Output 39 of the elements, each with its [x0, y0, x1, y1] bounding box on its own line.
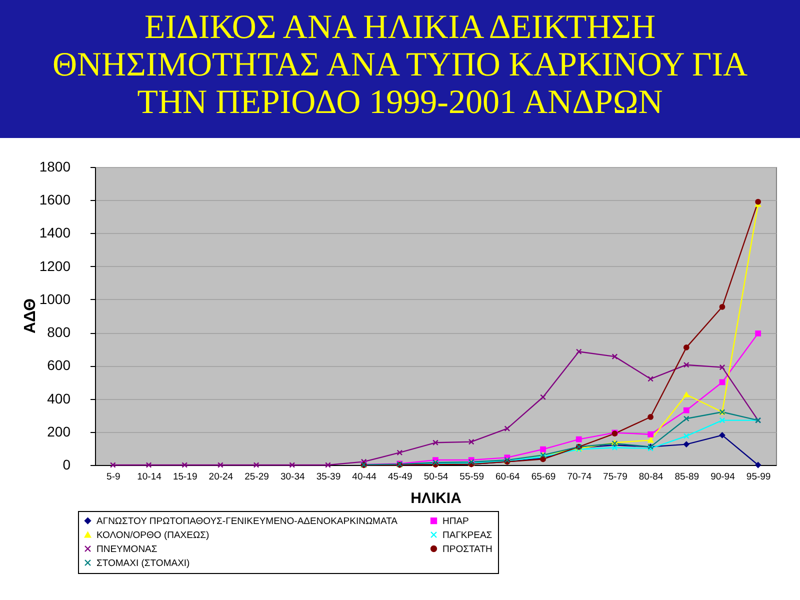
- y-tick-label: 1600: [39, 192, 71, 208]
- y-tick-label: 0: [62, 456, 71, 472]
- y-tick-label: 600: [47, 357, 71, 374]
- x-tick-label: 15-19: [172, 472, 198, 482]
- legend-label: ΠΝΕΥΜΟΝΑΣ: [96, 544, 158, 555]
- legend-label: ΠΡΟΣΤΑΤΗ: [442, 544, 492, 555]
- legend-label: ΣΤΟΜΑΧΙ (ΣΤΟΜΑΧΙ): [96, 558, 190, 569]
- x-tick-label: 90-94: [710, 472, 735, 482]
- x-tick-label: 50-54: [424, 472, 448, 482]
- x-tick-label: 30-34: [280, 472, 305, 482]
- legend-label: ΚΟΛΟΝ/ΟΡΘΟ (ΠΑΧΕΩΣ): [96, 530, 210, 541]
- x-tick-label: 5-9: [106, 472, 120, 482]
- y-tick-label: 400: [47, 390, 71, 406]
- x-tick-label: 40-44: [352, 472, 376, 482]
- x-tick-label: 45-49: [388, 472, 412, 482]
- x-tick-label: 55-59: [460, 472, 484, 482]
- x-tick-label: 25-29: [244, 472, 269, 482]
- x-tick-label: 85-89: [674, 472, 700, 482]
- x-tick-label: 60-64: [496, 472, 520, 482]
- x-tick-label: 20-24: [208, 472, 234, 482]
- x-tick-label: 75-79: [603, 472, 628, 482]
- x-tick-label: 80-84: [638, 472, 664, 482]
- legend-label: ΑΓΝΩΣΤΟΥ ΠΡΩΤΟΠΑΘΟΥΣ-ΓΕΝΙΚΕΥΜΕΝΟ-ΑΔΕΝΟΚΑΡΚΙΝΩΜΑΤΑ: [96, 516, 398, 527]
- x-tick-label: 10-14: [137, 472, 162, 482]
- y-axis-title: ΑΔΘ: [22, 298, 39, 334]
- y-tick-label: 1400: [39, 224, 71, 241]
- chart-title: ΕΙΔΙΚΟΣ ΑΝΑ ΗΛΙΚΙΑ ΔΕΙΚΤΗΣΗ ΘΝΗΣΙΜΟΤΗΤΑΣ ΑΝΑ ΤΥΠΟ ΚΑΡΚΙΝΟΥ ΓΙΑ ΤΗΝ ΠΕΡΙΟΔΟ 1999-2001 ΑΝΔΡΩΝ: [52, 9, 748, 121]
- x-tick-label: 65-69: [531, 472, 556, 482]
- legend-label: ΠΑΓΚΡΕΑΣ: [442, 530, 492, 541]
- legend-label: ΗΠΑΡ: [442, 516, 469, 527]
- x-tick-label: 70-74: [567, 472, 592, 482]
- y-tick-label: 200: [47, 423, 71, 440]
- y-tick-label: 1200: [39, 258, 71, 274]
- x-tick-label: 35-39: [316, 472, 341, 482]
- y-tick-label: 1800: [39, 158, 71, 174]
- y-tick-label: 1000: [39, 290, 71, 307]
- y-tick-label: 800: [47, 324, 71, 340]
- x-tick-label: 95-99: [746, 472, 771, 482]
- x-axis-title: ΗΛΙΚΙΑ: [410, 490, 462, 507]
